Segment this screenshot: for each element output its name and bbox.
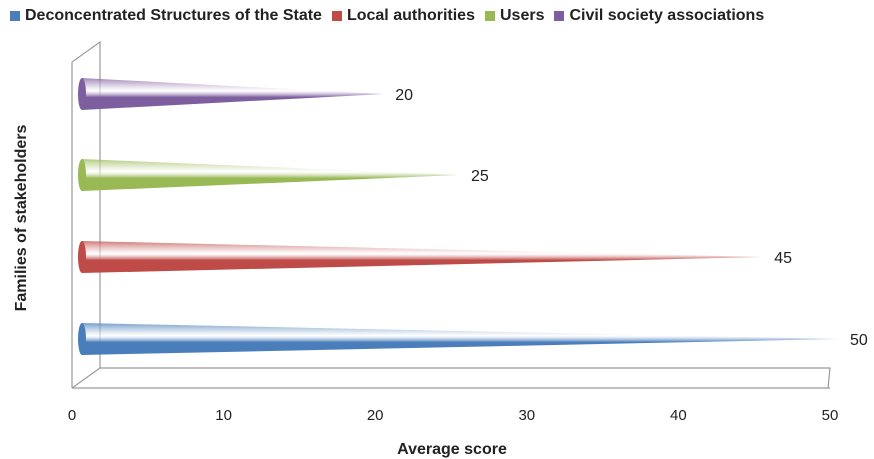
legend-label: Users: [499, 7, 545, 24]
bar-base: [78, 323, 86, 355]
data-label: 50: [850, 332, 868, 349]
legend-label: Civil society associations: [569, 7, 765, 24]
bar-base: [78, 241, 86, 273]
x-tick-label: 50: [822, 407, 839, 424]
data-label: 20: [395, 87, 413, 104]
bar-cone: [82, 241, 763, 273]
data-label: 45: [774, 250, 792, 267]
bars: 50 45 25 20: [78, 78, 868, 355]
legend-swatch: [10, 11, 20, 21]
legend-item-deconcentrated: Deconcentrated Structures of the State: [10, 7, 322, 25]
legend-swatch: [331, 11, 342, 21]
bar-cone: [82, 159, 459, 191]
bar: [78, 241, 763, 273]
x-tick-label: 0: [68, 407, 76, 424]
x-ticks: 0 10 20 30 40 50: [68, 407, 839, 424]
bar-cone: [82, 323, 838, 355]
bar-base: [78, 159, 86, 191]
bar-base: [78, 78, 86, 110]
legend-item-local-authorities: Local authorities: [331, 7, 475, 25]
x-tick-label: 20: [367, 407, 384, 424]
legend-swatch: [554, 11, 565, 21]
bar: [78, 323, 838, 355]
bar: [78, 159, 459, 191]
bar-cone: [82, 78, 384, 110]
bar: [78, 78, 384, 110]
chart-frame: [71, 40, 831, 389]
legend-item-civil-society: Civil society associations: [554, 7, 764, 25]
back-wall: [71, 40, 101, 388]
x-tick-label: 10: [215, 407, 232, 424]
x-tick-label: 30: [518, 407, 535, 424]
y-axis-title: Families of stakeholders: [13, 125, 30, 312]
legend: Deconcentrated Structures of the State L…: [10, 7, 764, 25]
x-axis-title: Average score: [397, 441, 507, 458]
floor: [71, 367, 831, 389]
legend-item-users: Users: [484, 7, 545, 25]
data-label: 25: [471, 168, 489, 185]
x-tick-label: 40: [670, 407, 687, 424]
legend-swatch: [484, 11, 495, 21]
legend-label: Local authorities: [346, 7, 475, 24]
legend-label: Deconcentrated Structures of the State: [25, 7, 322, 24]
